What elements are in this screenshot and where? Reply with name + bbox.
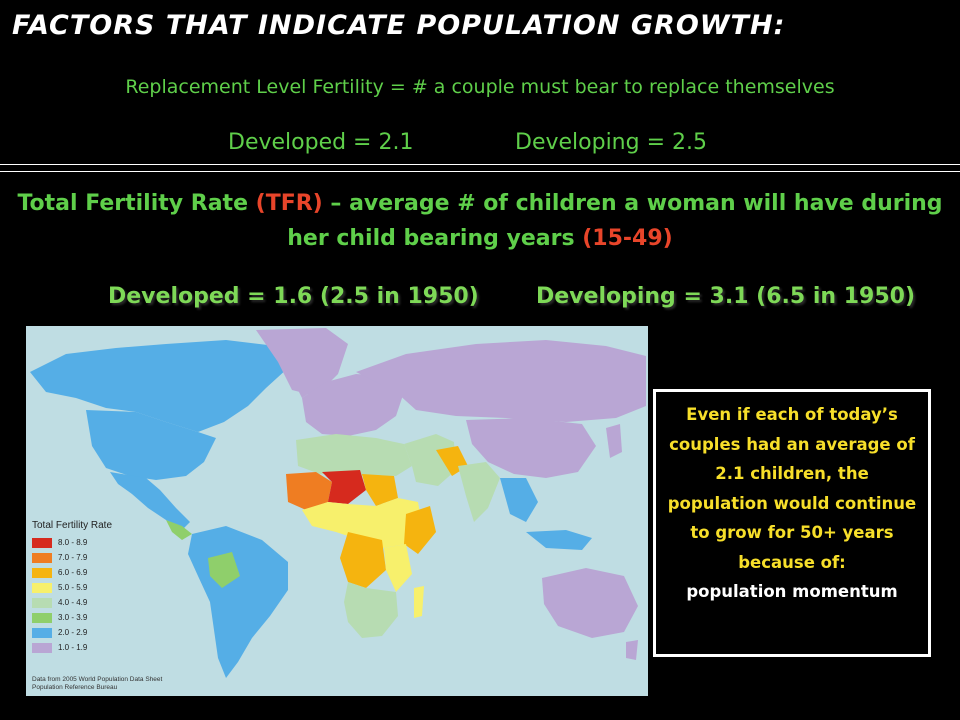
map-legend: Total Fertility Rate 8.0 - 8.9 7.0 - 7.9 6…	[32, 520, 112, 655]
tfr-age-range: (15-49)	[582, 226, 673, 251]
slide-title: FACTORS THAT INDICATE POPULATION GROWTH:	[12, 10, 786, 41]
indonesia-region	[526, 530, 592, 550]
legend-label: 3.0 - 3.9	[58, 613, 88, 622]
legend-swatch	[32, 582, 52, 593]
tfr-developed: Developed = 1.6 (2.5 in 1950)	[108, 284, 479, 309]
population-momentum-callout: Even if each of today’s couples had an a…	[653, 389, 931, 657]
replacement-developed: Developed = 2.1	[228, 130, 414, 155]
tfr-developing: Developing = 3.1 (6.5 in 1950)	[536, 284, 916, 309]
horn-of-africa-region	[404, 506, 436, 554]
southern-africa-region	[344, 582, 398, 638]
legend-item: 2.0 - 2.9	[32, 625, 112, 640]
replacement-developing: Developing = 2.5	[515, 130, 707, 155]
legend-swatch	[32, 537, 52, 548]
russia-region	[356, 340, 646, 422]
mexico-region	[110, 472, 190, 528]
legend-label: 1.0 - 1.9	[58, 643, 88, 652]
andes-region	[208, 552, 240, 588]
tfr-definition-text: – average # of children a woman will hav…	[287, 191, 943, 251]
east-africa-region	[384, 544, 412, 592]
legend-item: 4.0 - 4.9	[32, 595, 112, 610]
source-line-2: Population Reference Bureau	[32, 684, 118, 691]
legend-rows: 8.0 - 8.9 7.0 - 7.9 6.0 - 6.9 5.0 - 5.9 4.0 …	[32, 535, 112, 655]
west-africa-region	[286, 472, 332, 510]
legend-swatch	[32, 567, 52, 578]
madagascar-region	[414, 586, 424, 618]
north-africa-region	[296, 434, 412, 476]
chad-sudan-region	[362, 474, 398, 506]
callout-text: Even if each of today’s couples had an a…	[656, 392, 928, 607]
tfr-abbreviation: (TFR)	[255, 191, 323, 216]
legend-swatch	[32, 612, 52, 623]
legend-label: 4.0 - 4.9	[58, 598, 88, 607]
divider-top	[0, 164, 960, 165]
legend-label: 7.0 - 7.9	[58, 553, 88, 562]
legend-item: 3.0 - 3.9	[32, 610, 112, 625]
legend-label: 8.0 - 8.9	[58, 538, 88, 547]
legend-swatch	[32, 552, 52, 563]
replacement-level-definition: Replacement Level Fertility = # a couple…	[125, 76, 835, 98]
niger-mali-region	[322, 470, 366, 504]
legend-label: 6.0 - 6.9	[58, 568, 88, 577]
greenland-region	[256, 328, 348, 396]
europe-region	[302, 374, 404, 436]
legend-item: 1.0 - 1.9	[32, 640, 112, 655]
tfr-lead: Total Fertility Rate	[17, 191, 256, 216]
southeast-asia-region	[500, 478, 538, 522]
central-africa-region	[302, 498, 422, 548]
australia-region	[542, 568, 638, 638]
source-line-1: Data from 2005 World Population Data She…	[32, 676, 163, 683]
callout-emphasis: population momentum	[686, 582, 898, 601]
legend-swatch	[32, 627, 52, 638]
world-fertility-map: Total Fertility Rate 8.0 - 8.9 7.0 - 7.9 6…	[26, 326, 648, 696]
scandinavia-region	[288, 364, 320, 398]
legend-item: 7.0 - 7.9	[32, 550, 112, 565]
legend-label: 5.0 - 5.9	[58, 583, 88, 592]
legend-title: Total Fertility Rate	[32, 520, 113, 531]
legend-item: 5.0 - 5.9	[32, 580, 112, 595]
usa-region	[86, 410, 216, 480]
legend-item: 8.0 - 8.9	[32, 535, 112, 550]
legend-label: 2.0 - 2.9	[58, 628, 88, 637]
divider-bottom	[0, 171, 960, 172]
tfr-definition: Total Fertility Rate (TFR) – average # o…	[0, 186, 960, 256]
central-america-region	[166, 520, 192, 540]
map-source: Data from 2005 World Population Data She…	[32, 676, 162, 692]
north-america-region	[30, 340, 288, 432]
china-region	[466, 418, 596, 478]
middle-east-region	[404, 434, 456, 486]
congo-region	[340, 532, 386, 588]
south-america-region	[188, 526, 288, 678]
japan-region	[606, 424, 622, 458]
legend-swatch	[32, 642, 52, 653]
world-map-graphic	[30, 328, 646, 678]
callout-body: Even if each of today’s couples had an a…	[667, 405, 917, 572]
india-region	[458, 462, 500, 522]
new-zealand-region	[626, 640, 638, 660]
legend-swatch	[32, 597, 52, 608]
legend-item: 6.0 - 6.9	[32, 565, 112, 580]
